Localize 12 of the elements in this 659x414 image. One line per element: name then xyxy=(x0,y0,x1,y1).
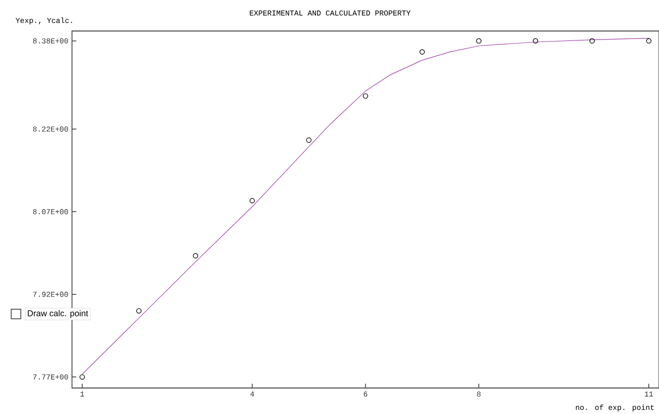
point xyxy=(192,253,198,258)
point xyxy=(476,38,482,44)
point xyxy=(420,49,425,55)
point xyxy=(80,374,85,380)
point xyxy=(362,93,368,99)
point xyxy=(590,38,595,44)
point xyxy=(306,137,312,143)
annotation: Draw calc. point xyxy=(28,310,88,318)
point xyxy=(532,38,538,44)
point xyxy=(250,198,255,204)
point xyxy=(646,38,652,44)
point xyxy=(136,308,142,314)
